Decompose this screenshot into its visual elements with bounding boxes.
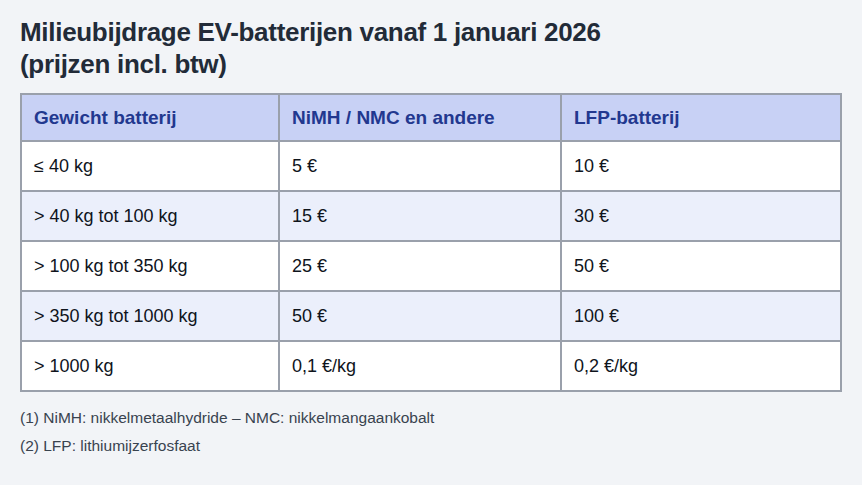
column-header-lfp-batterij: LFP-batterij: [561, 94, 841, 141]
page-title-line-1: Milieubijdrage EV-batterijen vanaf 1 jan…: [20, 17, 601, 47]
cell-weight-range: > 350 kg tot 1000 kg: [21, 291, 279, 341]
footnote-lfp: (2) LFP: lithiumijzerfosfaat: [20, 436, 842, 455]
footnotes: (1) NiMH: nikkelmetaalhydride – NMC: nik…: [20, 408, 842, 455]
table-row: > 40 kg tot 100 kg 15 € 30 €: [21, 191, 841, 241]
cell-weight-range: > 1000 kg: [21, 341, 279, 391]
ev-battery-contribution-table: Gewicht batterij NiMH / NMC en andere LF…: [20, 93, 842, 392]
cell-lfp-price: 30 €: [561, 191, 841, 241]
cell-nimh-price: 5 €: [279, 141, 561, 191]
cell-nimh-price: 50 €: [279, 291, 561, 341]
table-row: ≤ 40 kg 5 € 10 €: [21, 141, 841, 191]
column-header-nimh-nmc: NiMH / NMC en andere: [279, 94, 561, 141]
table-header-row: Gewicht batterij NiMH / NMC en andere LF…: [21, 94, 841, 141]
cell-nimh-price: 15 €: [279, 191, 561, 241]
cell-nimh-price: 0,1 €/kg: [279, 341, 561, 391]
cell-weight-range: ≤ 40 kg: [21, 141, 279, 191]
page-title-line-2: (prijzen incl. btw): [20, 49, 227, 79]
table-header: Gewicht batterij NiMH / NMC en andere LF…: [21, 94, 841, 141]
cell-weight-range: > 100 kg tot 350 kg: [21, 241, 279, 291]
cell-lfp-price: 50 €: [561, 241, 841, 291]
table-row: > 350 kg tot 1000 kg 50 € 100 €: [21, 291, 841, 341]
cell-weight-range: > 40 kg tot 100 kg: [21, 191, 279, 241]
cell-nimh-price: 25 €: [279, 241, 561, 291]
table-row: > 1000 kg 0,1 €/kg 0,2 €/kg: [21, 341, 841, 391]
column-header-gewicht-batterij: Gewicht batterij: [21, 94, 279, 141]
page-title: Milieubijdrage EV-batterijen vanaf 1 jan…: [20, 16, 842, 80]
table-row: > 100 kg tot 350 kg 25 € 50 €: [21, 241, 841, 291]
footnote-nimh-nmc: (1) NiMH: nikkelmetaalhydride – NMC: nik…: [20, 408, 842, 427]
table-body: ≤ 40 kg 5 € 10 € > 40 kg tot 100 kg 15 €…: [21, 141, 841, 391]
page: Milieubijdrage EV-batterijen vanaf 1 jan…: [0, 0, 862, 455]
cell-lfp-price: 100 €: [561, 291, 841, 341]
cell-lfp-price: 10 €: [561, 141, 841, 191]
cell-lfp-price: 0,2 €/kg: [561, 341, 841, 391]
